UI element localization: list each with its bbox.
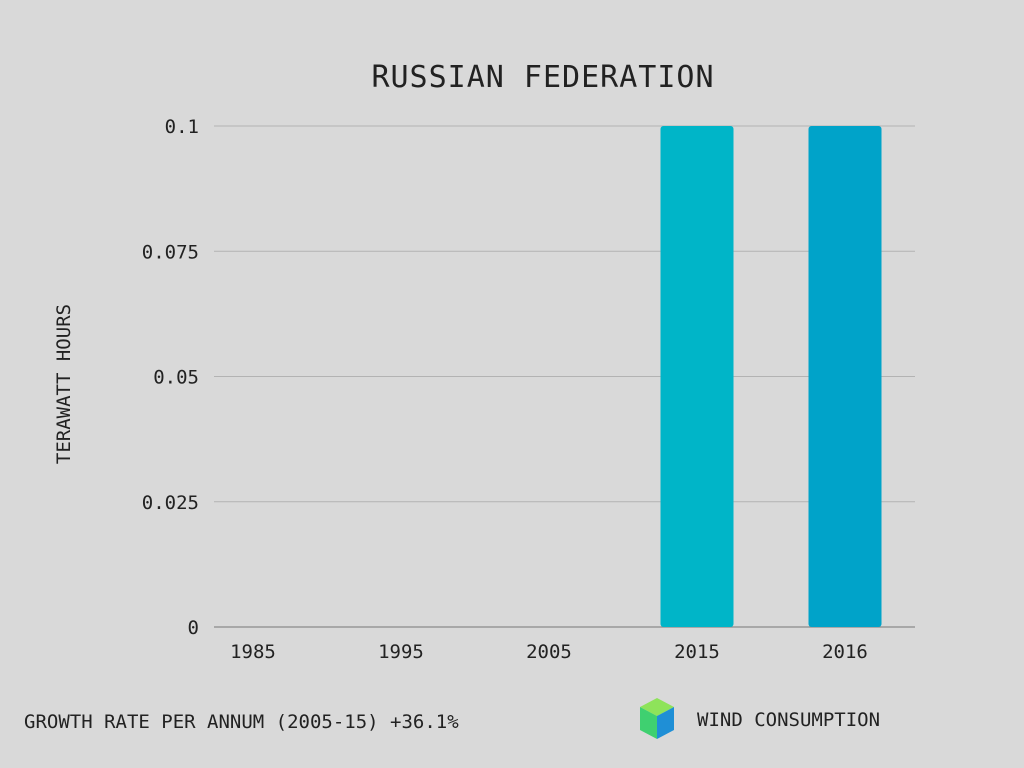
cube-right-face — [657, 707, 674, 739]
growth-rate-text: GROWTH RATE PER ANNUM (2005-15) +36.1% — [24, 711, 459, 733]
y-tick-label: 0.1 — [165, 116, 199, 138]
x-tick-label: 2015 — [674, 641, 720, 663]
x-tick-label: 1985 — [230, 641, 276, 663]
cube-icon — [640, 698, 674, 739]
legend-label: WIND CONSUMPTION — [697, 709, 880, 731]
x-tick-label: 1995 — [378, 641, 424, 663]
y-tick-label: 0 — [188, 617, 199, 639]
cube-left-face — [640, 707, 657, 739]
y-tick-label: 0.05 — [153, 367, 199, 389]
bars — [660, 126, 882, 627]
y-tick-label: 0.075 — [142, 241, 199, 263]
legend: WIND CONSUMPTION — [640, 698, 880, 739]
y-axis-ticks: 0 0.025 0.05 0.075 0.1 — [142, 116, 199, 639]
x-tick-label: 2016 — [822, 641, 868, 663]
bar-2015 — [660, 126, 734, 627]
y-tick-label: 0.025 — [142, 492, 199, 514]
chart-title: RUSSIAN FEDERATION — [371, 60, 714, 95]
x-axis-ticks: 1985 1995 2005 2015 2016 — [230, 641, 868, 663]
bar-2016 — [808, 126, 882, 627]
gridlines — [214, 125, 915, 628]
y-axis-title: TERAWATT HOURS — [53, 304, 75, 464]
x-tick-label: 2005 — [526, 641, 572, 663]
